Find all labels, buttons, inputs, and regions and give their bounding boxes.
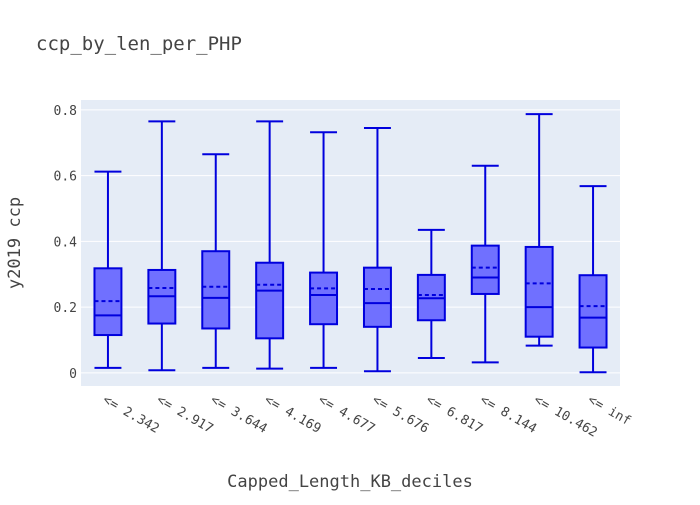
x-tick-label: <= 3.644 [208, 392, 270, 436]
iqr-box [362, 266, 392, 328]
box-5 [309, 131, 339, 369]
y-tick-label: 0 [69, 367, 77, 382]
x-axis-title: Capped_Length_KB_deciles [227, 472, 473, 492]
box-7 [416, 228, 446, 360]
y-axis-title: y2019 ccp [5, 197, 25, 289]
iqr-box [201, 250, 231, 330]
y-tick-label: 0.8 [54, 104, 77, 119]
box-6 [362, 126, 392, 373]
x-tick-label: <= 4.169 [262, 392, 324, 436]
x-tick-label: <= 8.144 [477, 392, 539, 436]
iqr-box [470, 244, 500, 295]
x-axis-ticks: <= 2.342<= 2.917<= 3.644<= 4.169<= 4.677… [100, 392, 633, 440]
x-tick-label: <= 6.817 [423, 392, 485, 436]
iqr-box [524, 245, 554, 338]
box-2 [147, 120, 177, 372]
x-tick-label: <= 2.342 [100, 392, 162, 436]
iqr-box [309, 271, 339, 326]
box-10 [578, 185, 608, 374]
x-tick-label: <= 5.676 [369, 392, 431, 436]
box-3 [201, 153, 231, 369]
box-9 [524, 113, 554, 347]
iqr-box [578, 274, 608, 349]
chart-title: ccp_by_len_per_PHP [36, 33, 242, 55]
y-axis-ticks: 0 0.2 0.4 0.6 0.8 [54, 104, 78, 382]
box-4 [255, 120, 285, 370]
box-series [93, 113, 608, 374]
y-tick-label: 0.4 [54, 235, 78, 250]
x-tick-label: <= 2.917 [154, 392, 216, 436]
plot-area [81, 100, 620, 386]
iqr-box [255, 261, 285, 340]
box-8 [470, 164, 500, 364]
x-tick-label: <= 4.677 [316, 392, 378, 436]
y-tick-label: 0.6 [54, 170, 77, 185]
y-tick-label: 0.2 [54, 301, 77, 316]
box-1 [93, 170, 123, 369]
